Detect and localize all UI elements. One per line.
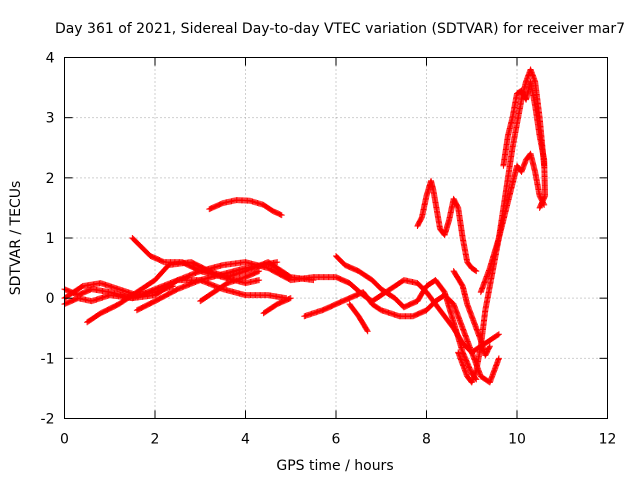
data-point [495, 331, 502, 338]
series-arc-7 [197, 268, 263, 305]
series-arc-11 [333, 253, 480, 383]
data-point [310, 277, 317, 284]
data-point [473, 268, 480, 275]
data-point [494, 331, 501, 338]
x-tick-label: 8 [422, 432, 431, 448]
data-point [486, 344, 493, 351]
y-tick-label: 3 [46, 111, 55, 127]
y-tick-label: -2 [41, 412, 55, 428]
y-tick-label: 2 [46, 171, 55, 187]
series-arc-6 [129, 235, 263, 287]
data-point [364, 327, 371, 334]
series-arc-13 [414, 177, 480, 275]
x-tick-label: 2 [151, 432, 160, 448]
series-arc-9 [260, 295, 294, 317]
data-point [256, 277, 263, 284]
data-point [286, 295, 293, 302]
series-arc-12 [346, 301, 371, 335]
series-arc-10 [301, 289, 502, 386]
x-tick-label: 0 [60, 432, 69, 448]
y-tick-label: 1 [46, 231, 55, 247]
series-arc-8 [206, 197, 285, 219]
y-tick-label: -1 [41, 351, 55, 367]
data-point [254, 268, 261, 275]
grid-layer [64, 57, 608, 419]
series-arc-3 [61, 280, 177, 302]
series-arc-14 [450, 268, 493, 359]
y-tick-label: 4 [46, 51, 55, 67]
x-axis-title: GPS time / hours [276, 458, 393, 474]
data-point [278, 212, 285, 219]
series-arc-17 [500, 78, 549, 211]
data-point [495, 355, 502, 362]
series-arc-16 [477, 150, 548, 296]
x-tick-label: 4 [241, 432, 250, 448]
y-axis-title: SDTVAR / TECUs [8, 181, 24, 296]
data-point [256, 268, 263, 275]
y-tick-label: 0 [46, 291, 55, 307]
data-point [486, 343, 493, 350]
data-point [274, 259, 281, 266]
data-point [364, 328, 371, 335]
data-point [287, 295, 294, 302]
x-tick-label: 10 [508, 432, 526, 448]
x-tick-label: 12 [599, 432, 617, 448]
data-point [472, 267, 479, 274]
data-point [536, 204, 543, 211]
data-point [170, 283, 177, 290]
data-point [277, 211, 284, 218]
chart-title: Day 361 of 2021, Sidereal Day-to-day VTE… [55, 21, 625, 37]
x-tick-label: 6 [332, 432, 341, 448]
marks-layer [61, 66, 549, 386]
